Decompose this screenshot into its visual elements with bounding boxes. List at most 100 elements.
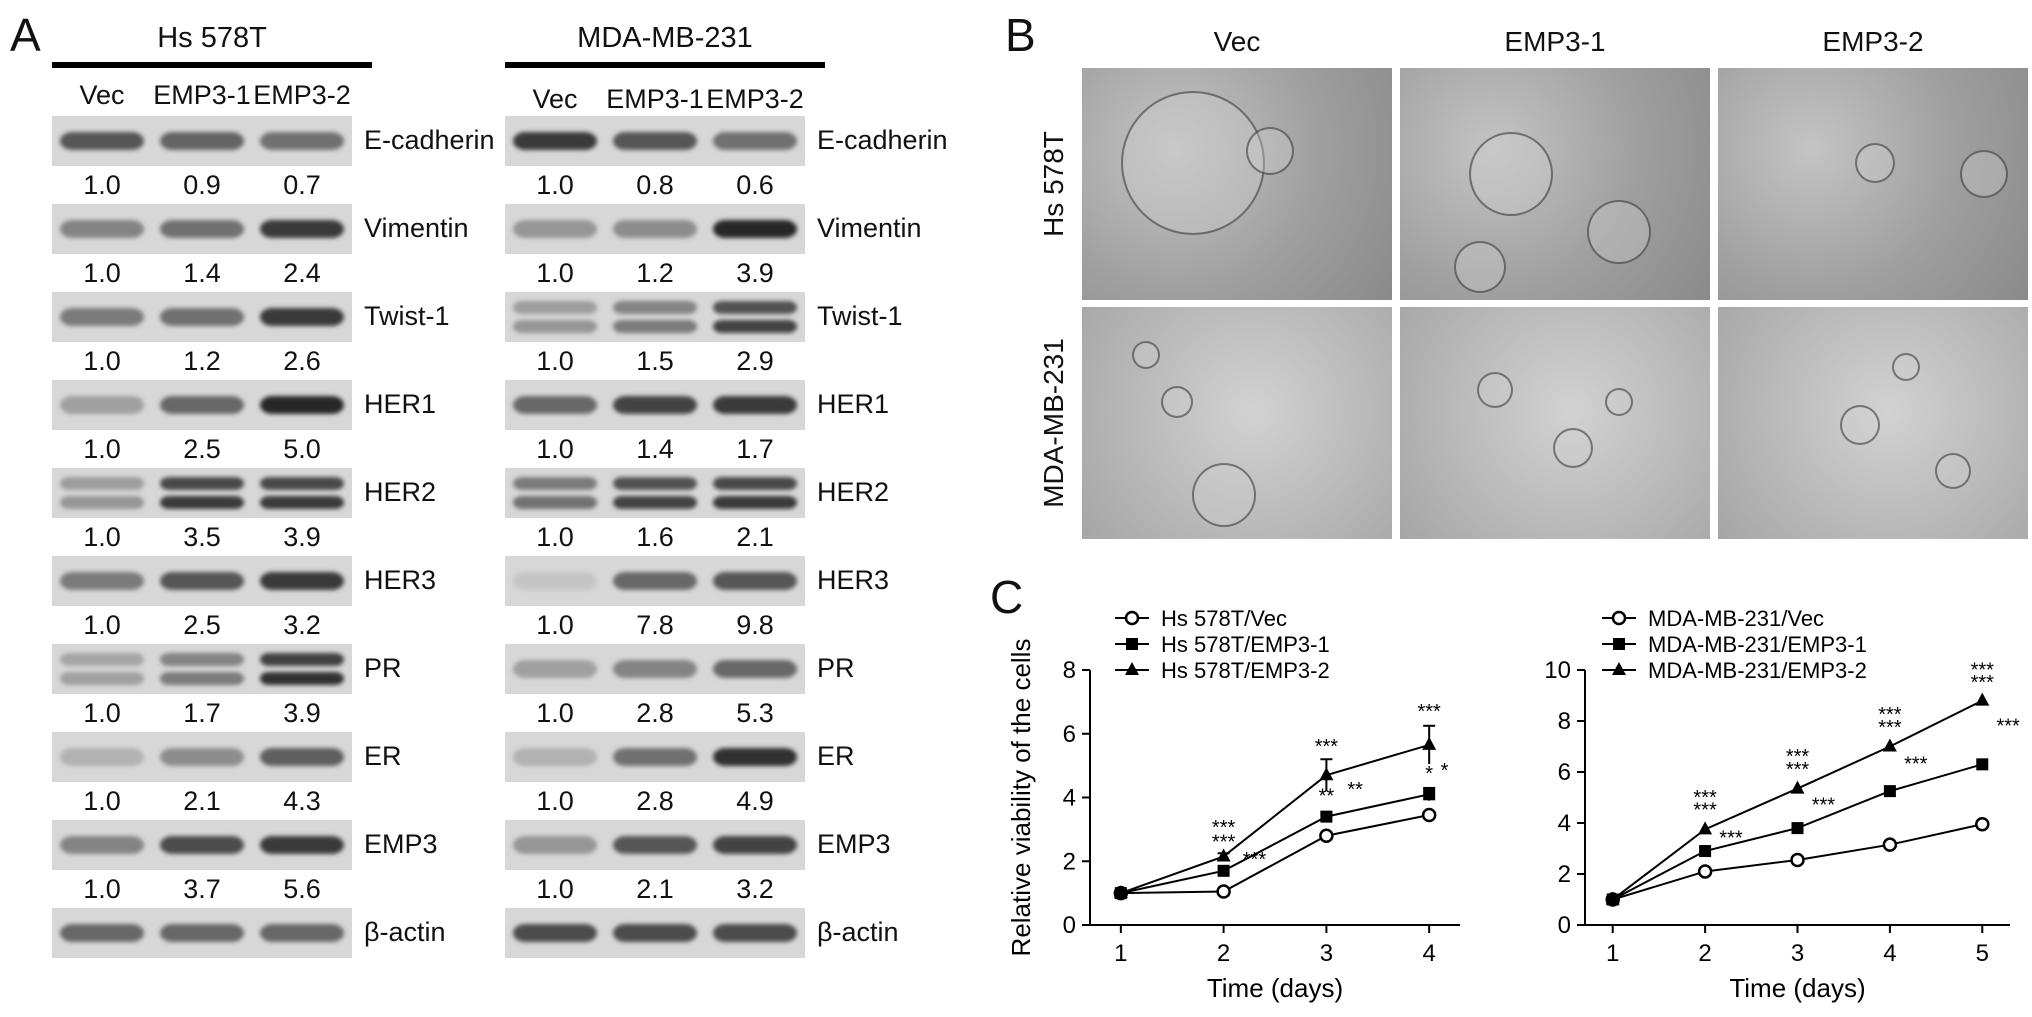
blot-strip-9 [505, 908, 805, 958]
data-point [1791, 822, 1804, 835]
quant-value: 1.0 [536, 786, 574, 816]
data-point [1216, 848, 1231, 862]
data-point [1697, 864, 1713, 879]
blot-strip-1 [52, 204, 352, 254]
blot-strip-0 [52, 116, 352, 166]
micrograph-image [1718, 307, 2028, 539]
protein-label: PR [364, 653, 402, 683]
significance-stars: *** [1878, 717, 1902, 739]
significance-stars: ** [1319, 785, 1335, 807]
protein-label: Vimentin [364, 213, 469, 243]
y-tick-label: 0 [1558, 912, 1571, 939]
legend-marker [1613, 638, 1625, 650]
band [260, 477, 344, 490]
y-tick-label: 10 [1544, 657, 1571, 684]
protein-label: EMP3 [364, 829, 438, 859]
blot-strip-1 [505, 204, 805, 254]
data-point [1605, 891, 1620, 905]
band [713, 396, 797, 414]
cell-shape [1468, 132, 1553, 217]
y-tick-label: 8 [1558, 708, 1571, 735]
quant-value: 0.7 [283, 170, 321, 200]
micrograph-column-label: EMP3-2 [1822, 26, 1924, 57]
band [513, 660, 597, 678]
band [260, 396, 344, 414]
blot-strip-8 [52, 820, 352, 870]
significance-stars: *** [1417, 701, 1441, 723]
band [613, 320, 697, 333]
quant-value: 4.3 [283, 786, 321, 816]
micrograph-image [1082, 307, 1392, 539]
band [260, 748, 344, 766]
significance-stars: *** [1719, 828, 1743, 850]
micrograph-image [1400, 307, 1710, 539]
y-tick-label: 6 [1558, 759, 1571, 786]
blot-header-rule [52, 62, 372, 68]
band [613, 396, 697, 414]
band [513, 572, 597, 590]
lane-label: EMP3-1 [153, 80, 251, 110]
band [613, 496, 697, 509]
quant-value: 1.4 [636, 434, 674, 464]
quant-value: 1.0 [536, 874, 574, 904]
band [513, 396, 597, 414]
blot-cell-line-title: MDA-MB-231 [577, 22, 753, 54]
x-tick-label: 1 [1114, 940, 1127, 967]
quant-value: 5.0 [283, 434, 321, 464]
cell-shape [1934, 453, 1971, 490]
quant-value: 7.8 [636, 610, 674, 640]
quant-value: 1.0 [83, 346, 121, 376]
protein-label: HER2 [364, 477, 437, 507]
significance-stars: *** [1315, 736, 1339, 758]
cell-shape [1605, 387, 1633, 416]
quant-value: 1.0 [83, 258, 121, 288]
protein-label: EMP3 [817, 829, 891, 859]
band [160, 132, 244, 150]
legend-marker [1612, 662, 1626, 675]
band [713, 836, 797, 854]
band [613, 924, 697, 942]
band [60, 672, 144, 685]
x-tick-label: 2 [1698, 940, 1711, 967]
data-point [1319, 767, 1334, 781]
data-point [1216, 884, 1231, 899]
blot-strip-0 [505, 116, 805, 166]
data-point [1975, 692, 1990, 706]
blot-strip-8 [505, 820, 805, 870]
x-tick-label: 5 [1976, 940, 1989, 967]
data-point [1422, 736, 1437, 750]
quant-value: 5.3 [736, 698, 774, 728]
significance-stars: *** [1786, 759, 1810, 781]
x-tick-label: 3 [1320, 940, 1333, 967]
quant-value: 1.0 [83, 698, 121, 728]
micrograph-image [1400, 68, 1710, 300]
data-point [1699, 845, 1712, 858]
micrograph-column-label: EMP3-1 [1504, 26, 1606, 57]
band [260, 496, 344, 509]
data-point [1423, 788, 1436, 801]
blot-strip-5 [52, 556, 352, 606]
band [613, 477, 697, 490]
quant-value: 0.6 [736, 170, 774, 200]
quant-value: 1.4 [183, 258, 221, 288]
blot-strip-7 [52, 732, 352, 782]
blot-strip-9 [52, 908, 352, 958]
band [160, 396, 244, 414]
quant-value: 3.2 [283, 610, 321, 640]
band [160, 477, 244, 490]
band [713, 220, 797, 238]
protein-label: β-actin [364, 917, 446, 947]
band [613, 836, 697, 854]
y-tick-label: 2 [1558, 861, 1571, 888]
band [160, 496, 244, 509]
data-point [1320, 810, 1333, 823]
data-point [1217, 864, 1230, 877]
band [160, 220, 244, 238]
band [60, 477, 144, 490]
quant-value: 2.5 [183, 434, 221, 464]
blot-strip-6 [505, 644, 805, 694]
cell-shape [1246, 127, 1294, 176]
y-tick-label: 2 [1063, 848, 1076, 875]
micrograph-row-label: Hs 578T [1038, 131, 1069, 237]
legend-marker [1611, 610, 1627, 626]
